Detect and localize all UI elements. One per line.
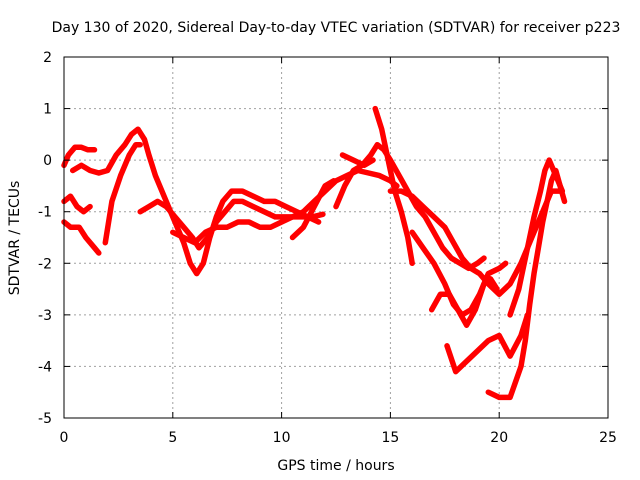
- x-tick-label: 10: [273, 430, 291, 446]
- series-arc-1: [61, 219, 102, 256]
- series-arc-8: [289, 178, 337, 241]
- y-tick-label: 0: [43, 153, 52, 169]
- tick-label-layer: 0 5 10 15 20 25 -5 -4 -3 -2 -1 0 1 2: [38, 50, 617, 446]
- x-tick-label: 20: [490, 430, 508, 446]
- data-series-layer: [61, 105, 568, 401]
- grid-lines: [64, 57, 608, 418]
- y-tick-label: -1: [38, 205, 52, 221]
- y-axis-label: SDTVAR / TECUs: [7, 181, 23, 296]
- series-arc-13: [409, 229, 509, 318]
- y-tick-label: 1: [43, 102, 52, 118]
- y-tick-label: -3: [38, 308, 52, 324]
- series-arc-3: [61, 193, 93, 215]
- x-axis-label: GPS time / hours: [277, 458, 394, 474]
- series-arc-5: [102, 141, 143, 246]
- series-arc-10: [339, 152, 376, 169]
- x-tick-label: 5: [168, 430, 177, 446]
- series-arc-15: [444, 312, 531, 375]
- series-arc-7: [170, 167, 400, 246]
- x-tick-label: 15: [381, 430, 399, 446]
- y-tick-label: 2: [43, 50, 52, 66]
- series-arc-2: [61, 144, 98, 169]
- series-arc-6: [137, 198, 326, 251]
- series-arc-12: [387, 188, 563, 297]
- series-arc-11: [372, 105, 415, 267]
- series-arc-14: [428, 276, 500, 328]
- x-tick-label: 25: [599, 430, 617, 446]
- x-tick-label: 0: [60, 430, 69, 446]
- y-tick-label: -2: [38, 256, 52, 272]
- y-tick-label: -5: [38, 411, 52, 427]
- tick-layer: [63, 56, 609, 419]
- chart-title: Day 130 of 2020, Sidereal Day-to-day VTE…: [52, 20, 621, 36]
- series-arc-4: [69, 126, 322, 277]
- series-arc-16: [485, 167, 568, 401]
- y-tick-label: -4: [38, 359, 52, 375]
- series-arc-17: [507, 157, 566, 318]
- plot-frame: [63, 56, 609, 419]
